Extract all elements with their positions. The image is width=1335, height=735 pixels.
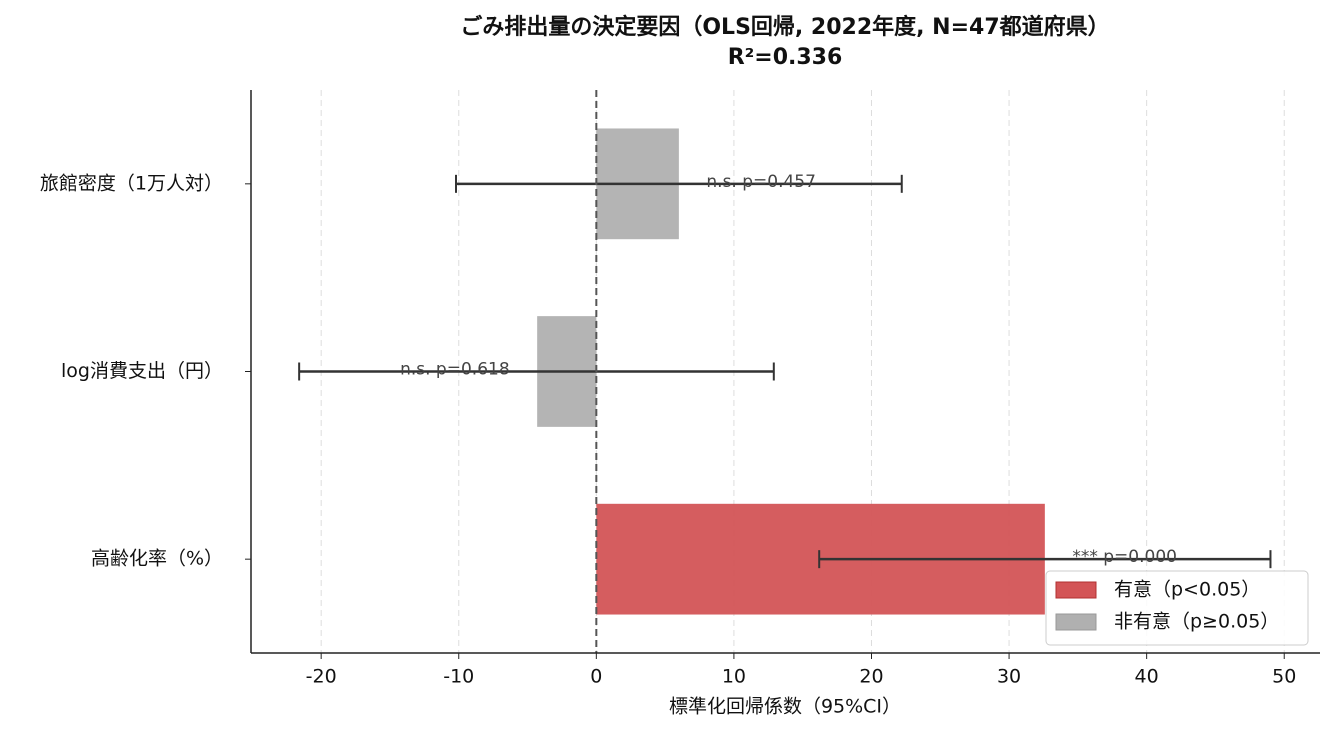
chart-title: R²=0.336 — [728, 45, 843, 70]
x-axis-label: 標準化回帰係数（95%CI） — [669, 696, 901, 718]
data-label: *** p=0.000 — [1072, 547, 1177, 567]
y-tick-label: log消費支出（円） — [61, 360, 223, 382]
data-label: n.s. p=0.618 — [400, 360, 510, 380]
x-tick-label: -10 — [443, 666, 474, 688]
x-tick-label: 40 — [1135, 666, 1159, 688]
x-tick-label: 20 — [859, 666, 883, 688]
x-tick-label: 0 — [590, 666, 602, 688]
y-tick-label: 旅館密度（1万人対） — [40, 172, 223, 194]
legend-label: 有意（p<0.05） — [1114, 579, 1260, 601]
legend-swatch — [1055, 613, 1097, 631]
y-tick-label: 高齢化率（%） — [91, 548, 223, 570]
x-tick-label: -20 — [306, 666, 337, 688]
legend-label: 非有意（p≥0.05） — [1114, 611, 1279, 633]
data-label: n.s. p=0.457 — [706, 172, 816, 192]
x-tick-label: 10 — [722, 666, 746, 688]
legend-swatch — [1055, 581, 1097, 599]
legend-box — [1045, 570, 1309, 646]
x-tick-label: 50 — [1272, 666, 1296, 688]
x-tick-label: 30 — [997, 666, 1021, 688]
chart-title: ごみ排出量の決定要因（OLS回帰, 2022年度, N=47都道府県） — [460, 14, 1109, 40]
